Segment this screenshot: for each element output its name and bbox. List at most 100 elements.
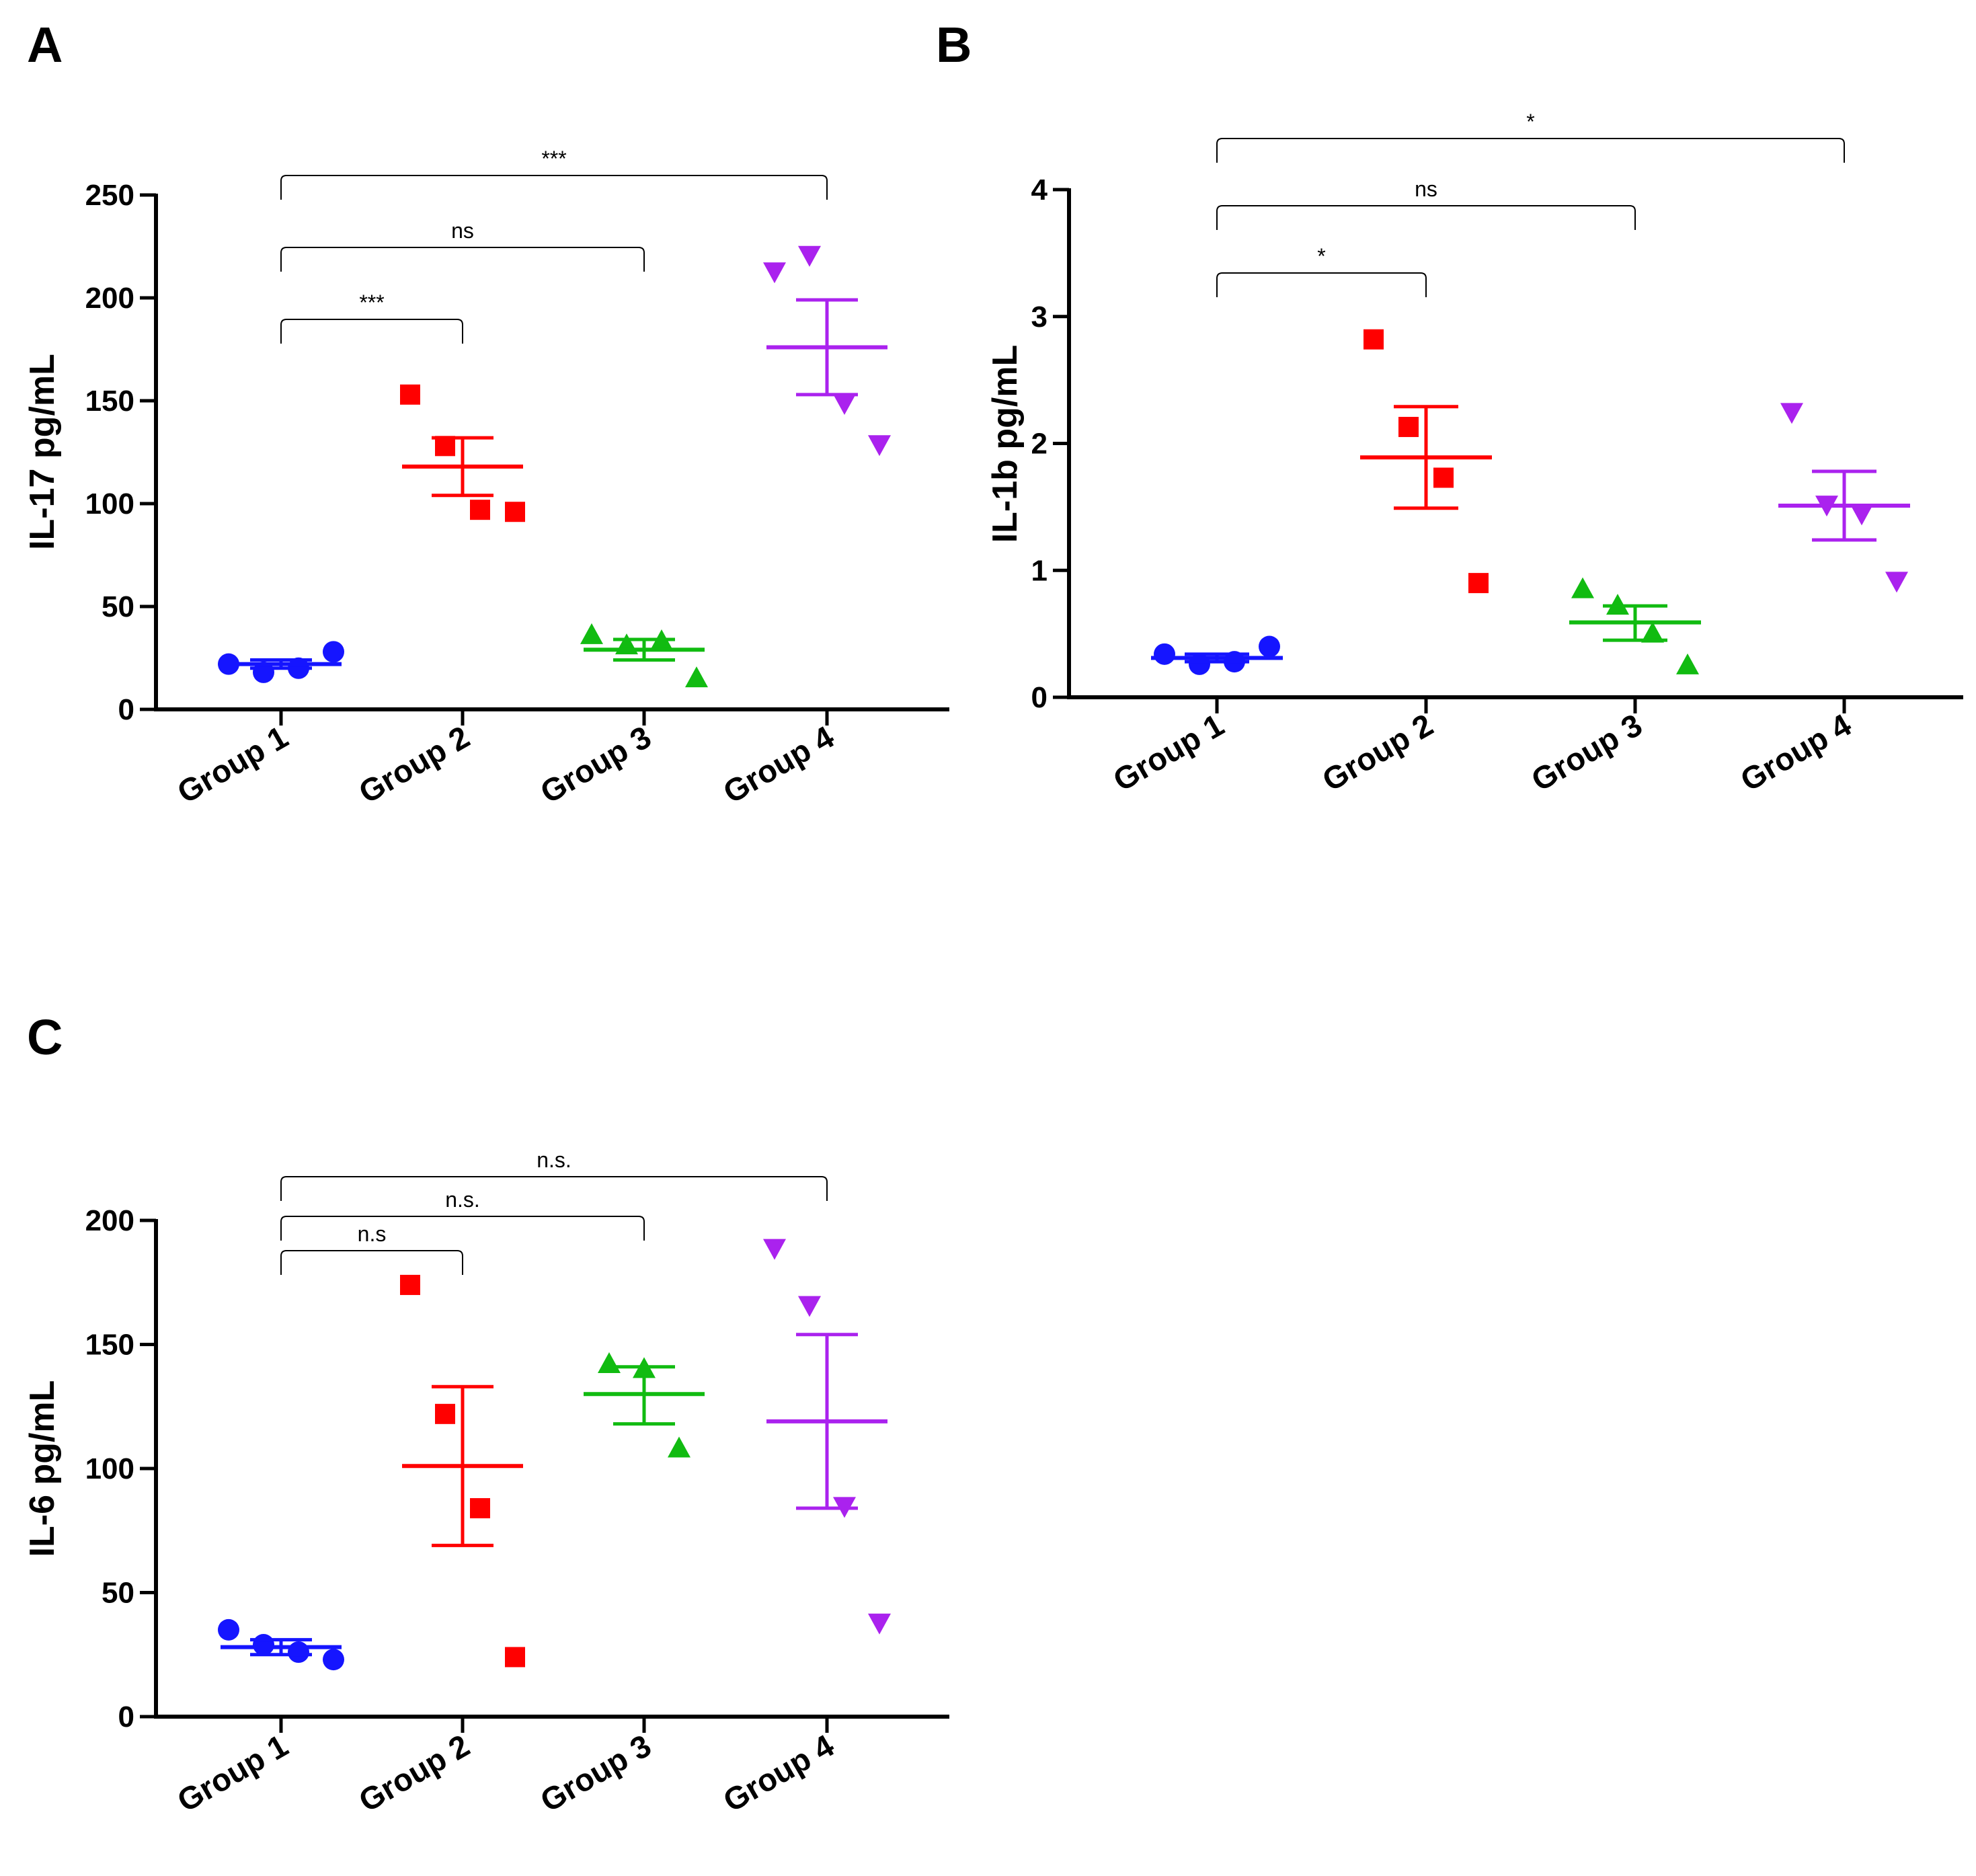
data-point xyxy=(1468,573,1489,594)
y-tick-label: 0 xyxy=(118,1701,134,1733)
significance-label: n.s xyxy=(358,1222,387,1246)
x-category-label: Group 3 xyxy=(534,1727,657,1819)
series-group-1 xyxy=(1151,635,1283,675)
y-tick-label: 0 xyxy=(118,693,134,726)
data-point xyxy=(505,502,525,522)
significance-bracket xyxy=(280,1176,828,1201)
panel-letter: A xyxy=(27,17,63,73)
significance-label: * xyxy=(1317,244,1325,268)
series-group-3 xyxy=(580,623,708,688)
data-point xyxy=(288,1641,309,1664)
data-point xyxy=(868,1613,891,1635)
x-category-label: Group 3 xyxy=(1525,707,1648,798)
x-category-label: Group 1 xyxy=(1107,707,1230,798)
data-point xyxy=(798,245,821,267)
y-tick-label: 200 xyxy=(85,1204,134,1237)
data-point xyxy=(470,500,490,520)
y-tick-label: 3 xyxy=(1031,301,1048,334)
significance-label: *** xyxy=(541,147,566,171)
series-group-1 xyxy=(218,1618,344,1671)
series-group-3 xyxy=(1569,577,1701,674)
data-point xyxy=(833,394,856,416)
x-category-label: Group 3 xyxy=(534,719,657,810)
data-point xyxy=(470,1498,490,1519)
y-tick-label: 50 xyxy=(102,1577,134,1610)
y-tick-label: 250 xyxy=(85,179,134,212)
data-point xyxy=(685,666,708,688)
y-tick-label: 200 xyxy=(85,282,134,315)
y-tick-label: 1 xyxy=(1031,554,1048,587)
significance-bracket xyxy=(280,175,828,200)
data-point xyxy=(1641,621,1664,643)
data-point xyxy=(668,1436,690,1458)
x-category-label: Group 4 xyxy=(717,719,840,810)
data-point xyxy=(323,641,344,663)
data-point xyxy=(868,435,891,457)
data-point xyxy=(1364,329,1384,350)
data-point xyxy=(1154,643,1175,665)
data-point xyxy=(1676,653,1699,674)
y-tick-label: 150 xyxy=(85,1329,134,1362)
significance-label: n.s. xyxy=(445,1187,480,1212)
data-point xyxy=(435,1403,455,1424)
y-tick-label: 2 xyxy=(1031,428,1048,461)
y-axis-title: IL-6 pg/mL xyxy=(23,1380,62,1557)
x-category-label: Group 2 xyxy=(1316,707,1439,798)
data-point xyxy=(400,1274,420,1295)
y-axis-title: IL-17 pg/mL xyxy=(23,354,62,550)
data-point xyxy=(1259,635,1280,658)
y-tick-label: 100 xyxy=(85,1452,134,1485)
series-group-4 xyxy=(763,245,891,457)
significance-bracket xyxy=(1216,138,1845,163)
data-point xyxy=(218,1618,239,1641)
data-point xyxy=(1850,504,1873,526)
data-point xyxy=(1398,416,1419,437)
significance-bracket xyxy=(1216,272,1427,297)
significance-label: *** xyxy=(359,290,384,315)
series-group-4 xyxy=(763,1239,891,1635)
y-axis-title: IL-1b pg/mL xyxy=(986,345,1025,543)
y-tick-label: 50 xyxy=(102,590,134,623)
significance-label: ns xyxy=(1415,177,1437,201)
data-point xyxy=(1433,467,1454,488)
significance-bracket xyxy=(280,319,463,344)
significance-bracket xyxy=(280,247,645,272)
data-point xyxy=(598,1352,621,1374)
data-point xyxy=(1780,403,1803,424)
significance-label: n.s. xyxy=(537,1148,571,1172)
x-category-label: Group 2 xyxy=(352,719,475,810)
data-point xyxy=(1571,577,1594,598)
significance-label: ns xyxy=(451,219,474,243)
y-tick-label: 4 xyxy=(1031,173,1048,206)
panel-letter: B xyxy=(936,17,972,73)
data-point xyxy=(763,1239,786,1260)
data-point xyxy=(400,384,420,405)
significance-bracket xyxy=(1216,205,1636,230)
data-point xyxy=(798,1296,821,1317)
significance-label: * xyxy=(1526,110,1534,134)
data-point xyxy=(1885,572,1908,593)
significance-bracket xyxy=(280,1216,645,1241)
series-group-1 xyxy=(218,641,344,683)
panel-c: C 0 50 100 150 200 IL-6 pg/mL Group 1 Group 2 Gro… xyxy=(23,1009,949,1819)
y-tick-label: 0 xyxy=(1031,681,1048,714)
series-group-3 xyxy=(584,1352,705,1458)
x-category-label: Group 1 xyxy=(171,1727,294,1819)
series-group-2 xyxy=(1360,329,1492,594)
panel-letter: C xyxy=(27,1009,63,1065)
x-category-label: Group 4 xyxy=(717,1727,840,1819)
y-tick-label: 150 xyxy=(85,385,134,418)
data-point xyxy=(253,1633,274,1655)
series-group-4 xyxy=(1778,403,1910,593)
data-point xyxy=(323,1649,344,1671)
x-category-label: Group 2 xyxy=(352,1727,475,1819)
panel-a: A 0 50 100 150 200 250 IL-17 pg/mL Group 1 Group … xyxy=(23,17,949,810)
data-point xyxy=(505,1647,525,1668)
panel-b: B 0 1 2 3 4 IL-1b pg/mL Group 1 Group 2 Group 3 Gr… xyxy=(936,17,1963,798)
x-category-label: Group 4 xyxy=(1734,707,1857,798)
data-point xyxy=(763,262,786,284)
data-point xyxy=(580,623,603,644)
significance-bracket xyxy=(280,1250,463,1275)
series-group-2 xyxy=(400,384,525,522)
